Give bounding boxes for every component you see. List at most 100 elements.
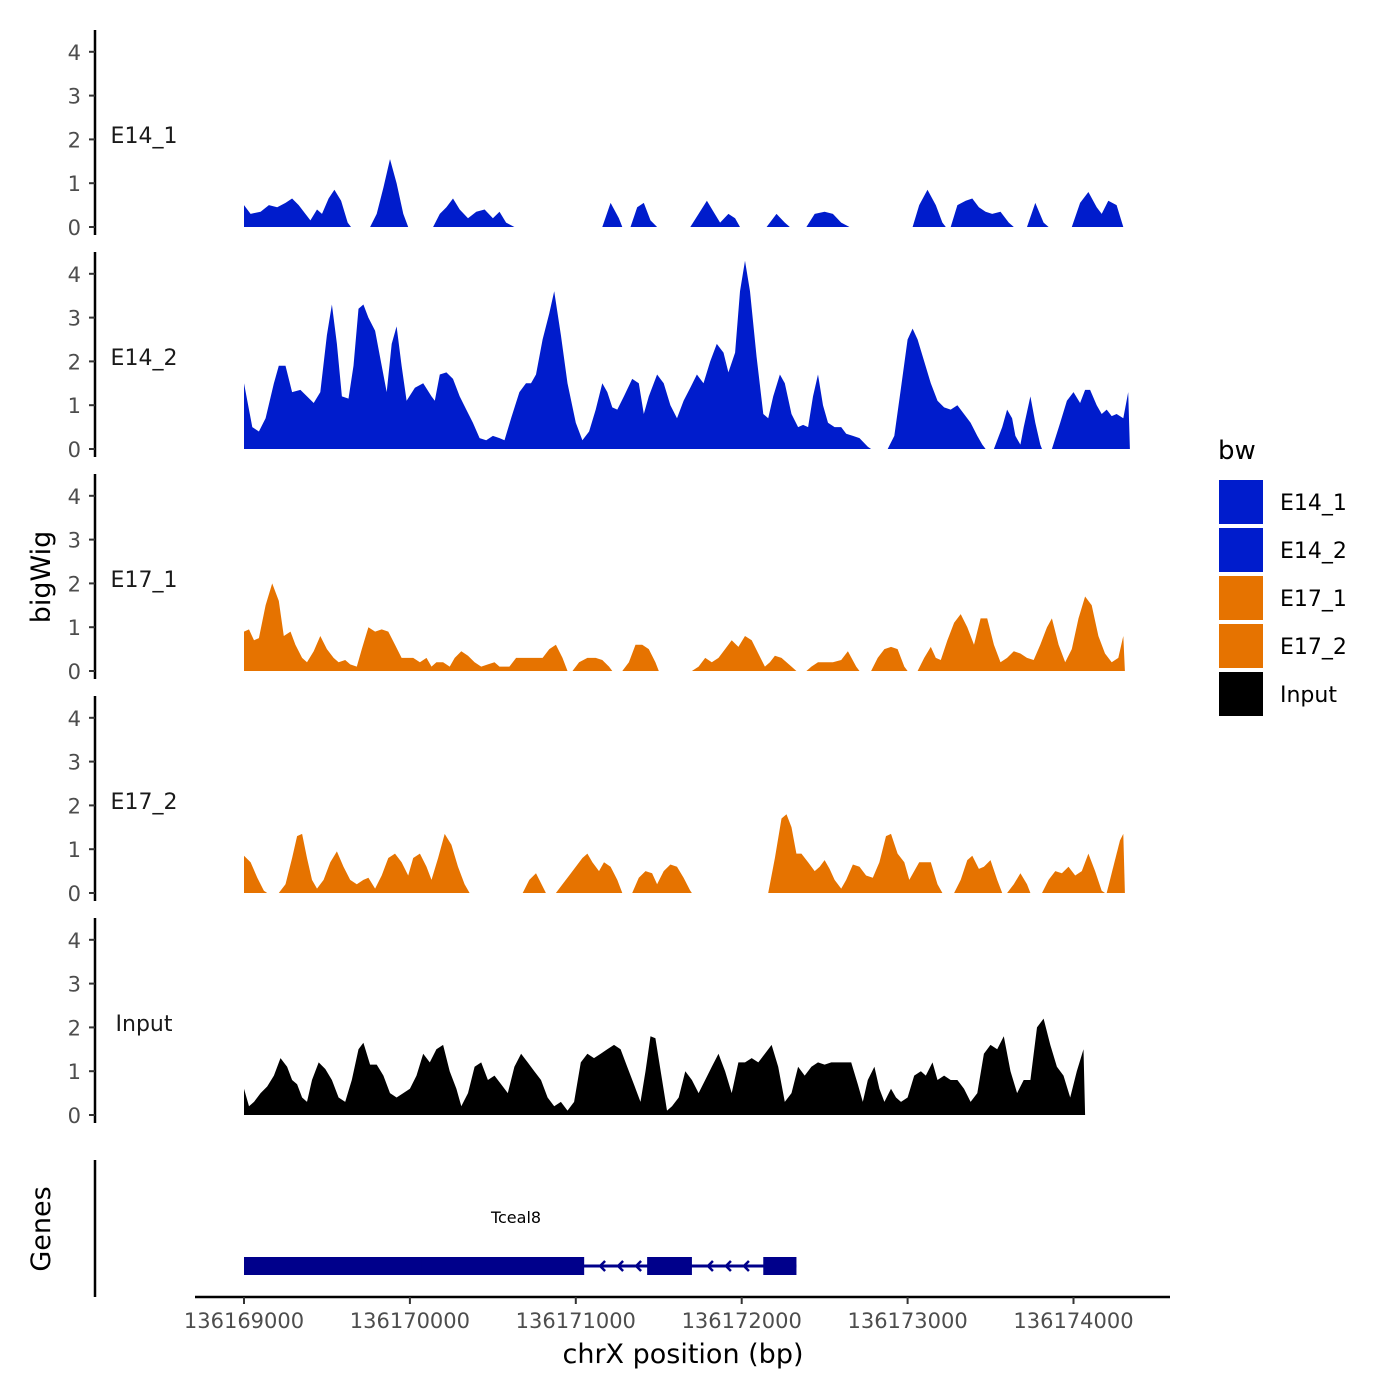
y-tick-label: 1 [68,172,81,196]
x-tick-label: 136172000 [682,1309,802,1333]
coverage-area [1106,833,1125,893]
y-tick-label: 2 [68,1016,81,1040]
coverage-area [766,213,790,227]
coverage-area [1042,853,1105,893]
y-tick-label: 2 [68,794,81,818]
y-tick-label: 4 [68,41,81,65]
strand-arrow [598,1260,606,1272]
y-tick-label: 2 [68,128,81,152]
legend-swatch [1219,624,1263,668]
y-tick-label: 4 [68,485,81,509]
coverage-area [244,1018,1086,1115]
legend-label: E14_2 [1280,539,1347,564]
coverage-area [244,260,872,449]
coverage-area [1051,389,1130,449]
y-tick-label: 0 [68,216,81,240]
coverage-area [370,159,409,227]
track-input: 0 1 2 3 4 Input [68,918,1086,1128]
y-tick-label: 0 [68,882,81,906]
y-tick-label: 3 [68,529,81,553]
coverage-area [632,864,692,893]
x-tick-label: 136173000 [847,1309,967,1333]
coverage-area [1007,873,1031,893]
gene-name: Tceal8 [490,1208,541,1227]
gene-exon [763,1257,797,1275]
coverage-area [244,855,268,893]
y-tick-label: 4 [68,263,81,287]
legend-label: E17_1 [1280,587,1347,612]
coverage-area [806,211,850,227]
coverage-area [244,189,351,227]
coverage-area [993,396,1042,449]
coverage-area [522,873,546,893]
y-tick-label: 2 [68,350,81,374]
gene-cds [421,1257,585,1275]
strand-arrow [724,1260,732,1272]
coverage-area [602,202,623,227]
track-e14_2: 0 1 2 3 4 E14_2 [68,252,1130,462]
coverage-area [917,596,1125,671]
y-axis-title: bigWig [26,531,57,624]
track-e17_2: 0 1 2 3 4 E17_2 [68,696,1125,906]
x-tick-label: 136170000 [350,1309,470,1333]
y-tick-label: 3 [68,751,81,775]
y-tick-label: 3 [68,973,81,997]
strand-arrow [616,1260,624,1272]
coverage-area [278,833,470,893]
track-label: E14_2 [111,346,178,371]
coverage-area [691,636,797,671]
track-label: E17_2 [111,790,178,815]
coverage-area [572,657,613,671]
coverage-area [912,189,946,227]
coverage-area [555,853,623,893]
y-tick-label: 4 [68,929,81,953]
legend: bw E14_1 E14_2 E17_1 E17_2 Input [1218,436,1347,716]
coverage-area [690,200,740,227]
coverage-area [1071,192,1124,227]
x-tick-label: 136169000 [184,1309,304,1333]
gene-exon [647,1257,692,1275]
coverage-area [871,646,908,671]
tracks-layer: 0 1 2 3 4 E14_1 0 1 2 3 4 E14_2 0 1 2 3 4 E17_1 0 1 2 3 4 E17_2… [68,30,1130,1128]
y-tick-label: 1 [68,838,81,862]
track-e17_1: 0 1 2 3 4 E17_1 [68,474,1125,684]
coverage-area [1027,202,1049,227]
legend-swatch [1219,528,1263,572]
coverage-area [630,202,658,227]
x-axis: 136169000 136170000 136171000 136172000 1361… [184,1295,1170,1333]
x-axis-title: chrX position (bp) [562,1339,803,1370]
y-tick-label: 1 [68,394,81,418]
track-e14_1: 0 1 2 3 4 E14_1 [68,30,1124,240]
y-tick-label: 1 [68,1060,81,1084]
track-label: E14_1 [111,124,178,149]
y-tick-label: 2 [68,572,81,596]
y-tick-label: 1 [68,616,81,640]
coverage-area [768,814,943,893]
legend-swatch [1219,576,1263,620]
legend-title: bw [1218,436,1256,466]
x-tick-label: 136174000 [1013,1309,1133,1333]
coverage-area [244,583,568,671]
y-tick-label: 0 [68,438,81,462]
track-label: E17_1 [111,568,178,593]
legend-label: E14_1 [1280,491,1347,516]
gene-track: Tceal8 [93,1160,797,1297]
y-tick-label: 4 [68,707,81,731]
coverage-area [887,328,986,449]
strand-arrow [706,1260,714,1272]
coverage-area [433,198,515,227]
coverage-area [954,855,1003,893]
y-tick-label: 0 [68,660,81,684]
genes-axis-title: Genes [26,1186,57,1271]
legend-swatch [1219,480,1263,524]
x-tick-label: 136171000 [516,1309,636,1333]
track-label: Input [116,1012,173,1037]
coverage-area [950,198,1014,227]
legend-label: Input [1280,683,1337,708]
y-tick-label: 3 [68,307,81,331]
coverage-area [806,651,860,671]
y-tick-label: 0 [68,1104,81,1128]
legend-swatch [1219,672,1263,716]
strand-arrow [634,1260,642,1272]
